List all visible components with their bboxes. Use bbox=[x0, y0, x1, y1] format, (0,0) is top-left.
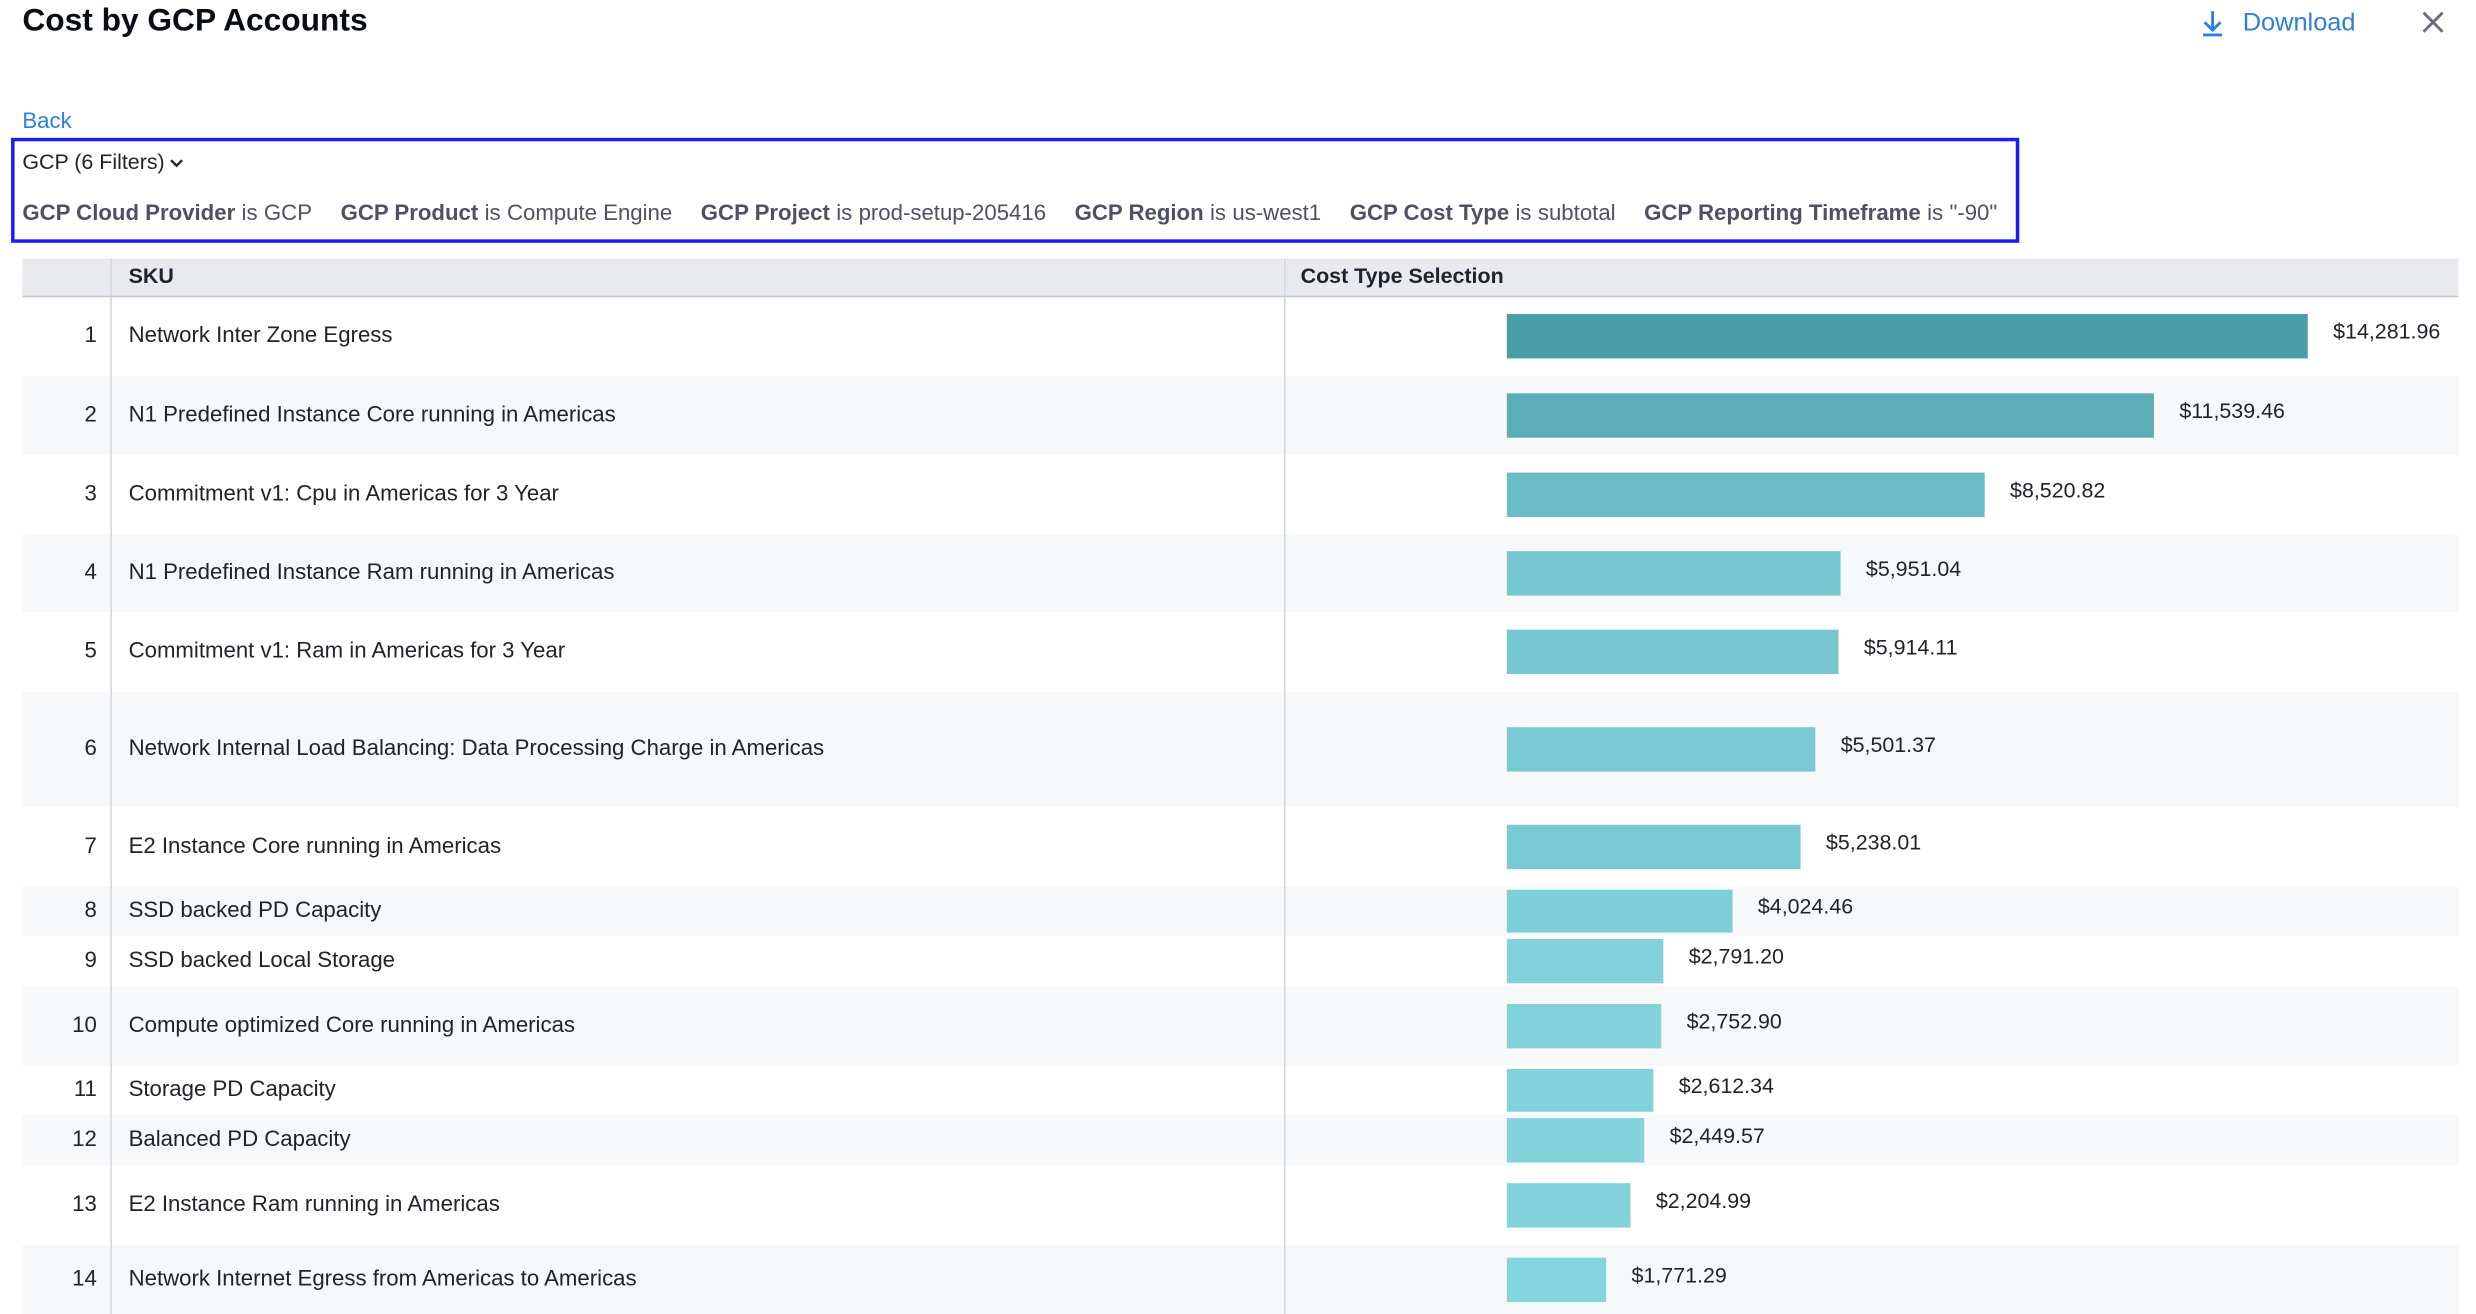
download-label: Download bbox=[2243, 8, 2356, 36]
cost-label: $4,024.46 bbox=[1758, 895, 1853, 919]
filter-field: GCP Cloud Provider bbox=[22, 200, 235, 225]
cost-bar bbox=[1507, 1183, 1631, 1227]
cost-label: $1,771.29 bbox=[1632, 1263, 1727, 1287]
table: SKU Cost Type Selection 1 Network Inter Zon… bbox=[22, 259, 2458, 1314]
cost-label: $2,204.99 bbox=[1656, 1189, 1751, 1213]
row-sku: Commitment v1: Cpu in Americas for 3 Yea… bbox=[129, 481, 560, 506]
download-button[interactable]: Download bbox=[2203, 8, 2355, 36]
row-rank: 7 bbox=[85, 833, 97, 858]
filter-field: GCP Reporting Timeframe bbox=[1644, 200, 1921, 225]
row-rank: 13 bbox=[72, 1191, 97, 1216]
cost-bar bbox=[1507, 1118, 1644, 1162]
cost-bar bbox=[1507, 551, 1841, 595]
row-sku: Commitment v1: Ram in Americas for 3 Yea… bbox=[129, 638, 566, 663]
cost-bar bbox=[1507, 1258, 1606, 1302]
filter-op: is bbox=[242, 200, 258, 225]
cost-label: $8,520.82 bbox=[2010, 478, 2105, 502]
filter-field: GCP Project bbox=[701, 200, 831, 225]
table-row bbox=[22, 1115, 2458, 1166]
filter-op: is bbox=[485, 200, 501, 225]
cost-label: $5,914.11 bbox=[1864, 635, 1958, 659]
cost-bar bbox=[1507, 314, 2308, 358]
highlight-box bbox=[13, 140, 2018, 242]
row-sku: Network Inter Zone Egress bbox=[129, 322, 393, 347]
filter-op: is bbox=[836, 200, 852, 225]
cost-bar bbox=[1507, 890, 1733, 933]
column-header: SKU bbox=[129, 264, 174, 288]
filter-summary[interactable]: GCP (6 Filters) bbox=[22, 150, 164, 174]
row-rank: 8 bbox=[85, 897, 97, 922]
filter-value: GCP bbox=[264, 200, 312, 225]
cost-bar bbox=[1507, 727, 1816, 771]
cost-label: $2,791.20 bbox=[1689, 945, 1784, 969]
row-rank: 10 bbox=[72, 1012, 97, 1037]
row-sku: Storage PD Capacity bbox=[129, 1076, 337, 1101]
cost-bar bbox=[1507, 825, 1801, 869]
filter-field: GCP Product bbox=[341, 200, 479, 225]
back-link[interactable]: Back bbox=[22, 108, 72, 133]
row-sku: SSD backed PD Capacity bbox=[129, 897, 383, 922]
chevron-icon bbox=[171, 160, 182, 166]
row-sku: Balanced PD Capacity bbox=[129, 1126, 352, 1151]
row-sku: SSD backed Local Storage bbox=[129, 947, 395, 972]
row-rank: 11 bbox=[74, 1076, 97, 1101]
row-rank: 6 bbox=[85, 735, 97, 760]
header-row bbox=[22, 259, 2458, 297]
row-sku: E2 Instance Core running in Americas bbox=[129, 833, 501, 858]
filter-field: GCP Cost Type bbox=[1350, 200, 1509, 225]
cost-bar bbox=[1507, 473, 1985, 517]
cost-bar bbox=[1507, 393, 2154, 437]
table-row bbox=[22, 887, 2458, 936]
cost-bar bbox=[1507, 1004, 1661, 1048]
cost-label: $5,951.04 bbox=[1866, 557, 1961, 581]
cost-label: $11,539.46 bbox=[2179, 399, 2285, 423]
filter-list: GCP Cloud ProviderisGCPGCP ProductisComp… bbox=[22, 200, 1997, 225]
row-rank: 1 bbox=[85, 322, 97, 347]
cost-bar bbox=[1507, 1069, 1653, 1112]
cost-label: $2,612.34 bbox=[1679, 1074, 1774, 1098]
download-icon bbox=[2203, 11, 2222, 35]
row-sku: E2 Instance Ram running in Americas bbox=[129, 1191, 500, 1216]
cost-label: $14,281.96 bbox=[2333, 320, 2440, 344]
filter-field: GCP Region bbox=[1075, 200, 1204, 225]
page-title: Cost by GCP Accounts bbox=[22, 2, 367, 38]
filter-value: us-west1 bbox=[1232, 200, 1321, 225]
cost-label: $5,501.37 bbox=[1841, 733, 1936, 757]
filter-value: subtotal bbox=[1538, 200, 1616, 225]
cost-bar bbox=[1507, 939, 1664, 983]
row-rank: 2 bbox=[85, 401, 97, 426]
filter-op: is bbox=[1210, 200, 1226, 225]
filter-op: is bbox=[1516, 200, 1532, 225]
row-sku: N1 Predefined Instance Ram running in Am… bbox=[129, 559, 615, 584]
column-header: Cost Type Selection bbox=[1301, 264, 1504, 288]
cost-label: $2,449.57 bbox=[1670, 1124, 1765, 1148]
table-row bbox=[22, 1066, 2458, 1115]
cost-label: $2,752.90 bbox=[1687, 1010, 1782, 1034]
row-sku: N1 Predefined Instance Core running in A… bbox=[129, 401, 616, 426]
row-rank: 3 bbox=[85, 481, 97, 506]
row-sku: Compute optimized Core running in Americ… bbox=[129, 1012, 575, 1037]
filter-value: prod-setup-205416 bbox=[859, 200, 1047, 225]
row-rank: 9 bbox=[85, 947, 97, 972]
close-button[interactable] bbox=[2424, 13, 2443, 32]
cost-label: $5,238.01 bbox=[1826, 830, 1921, 854]
row-rank: 12 bbox=[72, 1126, 97, 1151]
row-rank: 14 bbox=[72, 1266, 97, 1291]
row-rank: 5 bbox=[85, 638, 97, 663]
cost-bar bbox=[1507, 630, 1839, 674]
row-sku: Network Internal Load Balancing: Data Pr… bbox=[129, 735, 825, 760]
filter-value: Compute Engine bbox=[507, 200, 672, 225]
filter-op: is bbox=[1927, 200, 1943, 225]
filter-value: "-90" bbox=[1949, 200, 1997, 225]
row-sku: Network Internet Egress from Americas to… bbox=[129, 1266, 637, 1291]
row-rank: 4 bbox=[85, 559, 97, 584]
